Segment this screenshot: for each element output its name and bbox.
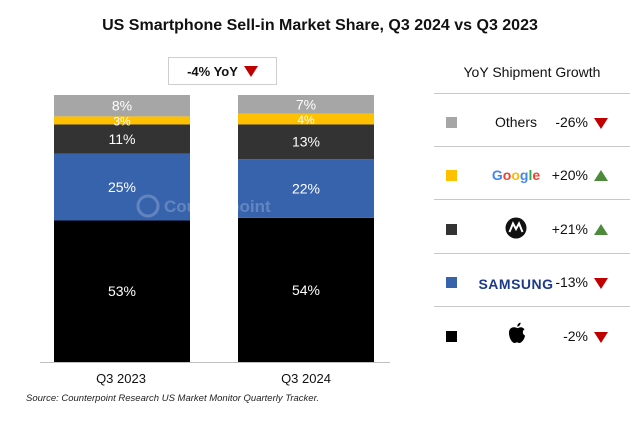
motorola-swatch (446, 224, 457, 235)
yoy-label: -4% YoY (187, 63, 238, 79)
data-label-samsung-0: 25% (108, 179, 136, 195)
data-label-others-1: 7% (296, 96, 316, 112)
google-growth-value: +20% (551, 167, 588, 183)
others-label: Others (494, 114, 537, 130)
panel-divider (434, 93, 630, 94)
bar-segment-motorola-1 (238, 124, 374, 160)
bar-segment-apple-1 (238, 217, 374, 362)
down-arrow-icon (594, 278, 608, 289)
apple-swatch (446, 331, 457, 342)
bar-segment-apple-0 (54, 220, 190, 362)
down-arrow-icon (594, 118, 608, 129)
google-swatch (446, 170, 457, 181)
chart-title: US Smartphone Sell-in Market Share, Q3 2… (102, 17, 538, 34)
apple-logo (509, 322, 525, 343)
down-arrow-icon (594, 332, 608, 343)
bar-segment-samsung-0 (54, 153, 190, 221)
data-label-google-0: 3% (113, 114, 131, 128)
data-label-motorola-1: 13% (292, 134, 320, 150)
panel-divider (434, 253, 630, 254)
data-label-google-1: 4% (297, 113, 315, 127)
data-label-apple-1: 54% (292, 282, 320, 298)
bar-segment-google-1 (238, 113, 374, 125)
others-growth-value: -26% (555, 114, 588, 130)
up-arrow-icon (594, 170, 608, 181)
growth-row-others: Others -26% (434, 102, 630, 142)
bar-segment-google-0 (54, 116, 190, 125)
others-swatch (446, 117, 457, 128)
yoy-callout: -4% YoY (168, 57, 277, 85)
growth-row-samsung: SAMSUNG -13% (434, 262, 630, 302)
samsung-swatch (446, 277, 457, 288)
growth-row-google: Google +20% (434, 155, 630, 195)
source-note: Source: Counterpoint Research US Market … (26, 393, 320, 404)
growth-row-apple: -2% (434, 316, 630, 356)
data-label-motorola-0: 11% (109, 131, 136, 147)
category-label-q3-2023: Q3 2023 (96, 371, 146, 386)
svg-text:Counterpoint: Counterpoint (164, 197, 271, 216)
panel-divider (434, 146, 630, 147)
panel-divider (434, 199, 630, 200)
samsung-logo: SAMSUNG (478, 276, 554, 292)
bar-segment-motorola-0 (54, 124, 190, 154)
bar-segment-others-1 (238, 95, 374, 114)
panel-divider (434, 306, 630, 307)
bar-segment-samsung-1 (238, 159, 374, 218)
bar-segment-others-0 (54, 95, 190, 117)
down-arrow-icon (243, 65, 258, 77)
data-label-samsung-1: 22% (292, 180, 320, 196)
google-logo: Google (491, 167, 541, 183)
motorola-growth-value: +21% (551, 221, 588, 237)
category-label-q3-2024: Q3 2024 (281, 371, 331, 386)
samsung-growth-value: -13% (555, 274, 588, 290)
data-label-others-0: 8% (112, 98, 132, 114)
counterpoint-watermark: Counterpoint (136, 194, 271, 218)
growth-panel-title: YoY Shipment Growth (463, 64, 601, 80)
up-arrow-icon (594, 224, 608, 235)
apple-growth-value: -2% (563, 328, 588, 344)
data-label-apple-0: 53% (108, 283, 136, 299)
motorola-logo (505, 217, 527, 239)
growth-row-motorola: +21% (434, 209, 630, 249)
